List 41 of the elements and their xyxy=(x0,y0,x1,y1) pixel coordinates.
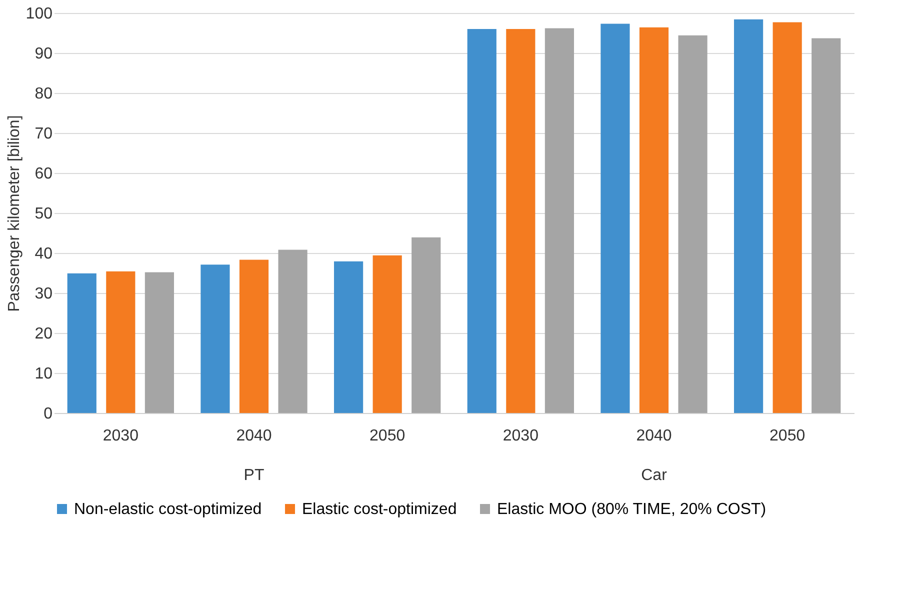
legend-label: Non-elastic cost-optimized xyxy=(74,501,262,518)
bar xyxy=(812,38,841,413)
bar xyxy=(67,273,96,413)
y-tick-label: 80 xyxy=(34,86,53,102)
y-tick-label: 60 xyxy=(34,166,53,182)
x-tick-label: 2050 xyxy=(370,428,406,444)
y-tick-label: 100 xyxy=(26,6,53,22)
y-tick-label: 40 xyxy=(34,246,53,262)
bar xyxy=(106,271,136,413)
legend-label: Elastic cost-optimized xyxy=(302,501,457,518)
x-tick-label: 2030 xyxy=(502,428,539,444)
bar xyxy=(412,237,441,413)
y-axis-title: Passenger kilometer [bilion] xyxy=(6,115,23,312)
bar xyxy=(372,255,402,413)
text: PT xyxy=(244,467,264,484)
y-tick-label: 20 xyxy=(34,326,53,342)
x-tick-label: 2030 xyxy=(102,428,139,444)
bar xyxy=(278,250,308,413)
bar xyxy=(600,24,630,413)
y-tick-label: 50 xyxy=(34,206,53,222)
bar xyxy=(734,19,764,413)
bar xyxy=(334,261,364,413)
legend-label: Elastic MOO (80% TIME, 20% COST) xyxy=(497,501,766,518)
x-tick-label: 2040 xyxy=(636,428,672,444)
bar xyxy=(506,29,536,413)
x-tick-label: 2040 xyxy=(236,428,272,444)
bar xyxy=(772,22,802,413)
bar xyxy=(544,28,574,413)
text: Car xyxy=(641,467,668,484)
y-tick-label: 30 xyxy=(34,286,53,302)
bar xyxy=(144,272,174,413)
bar xyxy=(639,27,669,413)
y-tick-label: 10 xyxy=(34,366,53,382)
bar xyxy=(239,260,269,413)
bar xyxy=(200,264,230,413)
y-tick-label: 0 xyxy=(44,406,53,422)
bar xyxy=(678,35,708,413)
y-tick-label: 70 xyxy=(34,126,53,142)
x-tick-label: 2050 xyxy=(770,428,806,444)
bar xyxy=(467,29,496,413)
y-tick-label: 90 xyxy=(34,46,53,62)
